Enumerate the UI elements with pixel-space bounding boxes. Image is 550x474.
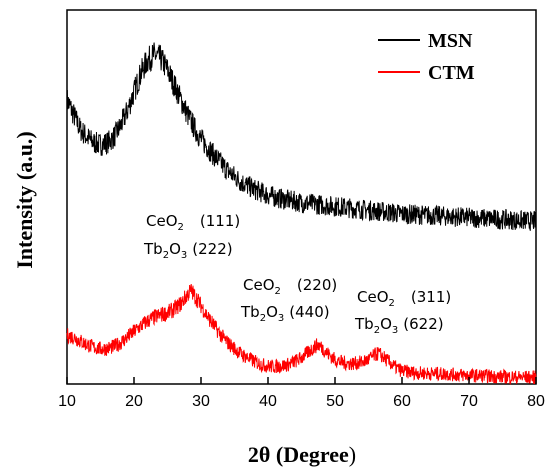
svg-text:Tb2O3(440): Tb2O3 (440) [240,303,330,324]
svg-text:Tb2O3(222): Tb2O3 (222) [143,240,233,261]
annotation-220-formula1: CeO [243,276,275,294]
svg-text:CeO2(311): CeO2 (311) [357,288,451,309]
legend-label-ctm: CTM [428,62,475,84]
series-line-msn [66,42,537,231]
annotation-311-hkl2: (622) [403,315,443,333]
annotation-111-formula1: CeO [146,212,178,230]
legend: MSN CTM [378,30,475,84]
x-tick-label: 50 [326,393,344,410]
annotation-311-formula1: CeO [357,288,389,306]
x-tick-label: 80 [527,393,545,410]
x-tick-label: 20 [125,393,143,410]
annotation-220: CeO2 (220) Tb2O3 (440) [240,276,337,324]
plot-frame [66,9,537,385]
svg-text:CeO2(220): CeO2 (220) [243,276,337,297]
legend-label-msn: MSN [428,30,473,52]
annotation-220-hkl1: (220) [297,276,337,294]
x-tick-label: 60 [393,393,411,410]
series-layer [66,42,537,386]
x-tick-label: 40 [259,393,277,410]
annotation-111-hkl1: (111) [200,212,240,230]
annotation-311-hkl1: (311) [411,288,451,306]
y-axis-title: Intensity (a.u.) [12,131,37,269]
x-tick-label: 10 [58,393,76,410]
x-axis-title: 2θ (Degree) [248,442,356,467]
x-tick-label: 70 [460,393,478,410]
svg-text:Tb2O3(622): Tb2O3 (622) [354,315,444,336]
series-line-ctm [66,284,537,386]
annotation-111-hkl2: (222) [192,240,232,258]
annotation-311: CeO2 (311) Tb2O3 (622) [354,288,451,336]
x-tick-label: 30 [192,393,210,410]
x-axis: 10 20 30 40 50 60 70 80 [58,377,545,410]
annotation-220-hkl2: (440) [289,303,329,321]
svg-text:CeO2(111): CeO2 (111) [146,212,240,233]
annotation-111: CeO2 (111) Tb2O3 (222) [143,212,240,261]
